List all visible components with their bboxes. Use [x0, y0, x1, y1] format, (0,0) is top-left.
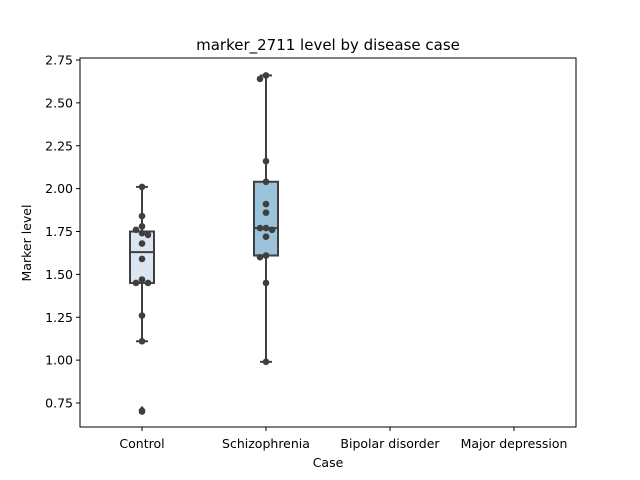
- data-point: [144, 279, 152, 287]
- data-point: [256, 224, 264, 232]
- chart-title: marker_2711 level by disease case: [196, 36, 460, 55]
- data-point: [144, 231, 152, 239]
- data-point: [256, 253, 264, 261]
- data-point: [138, 255, 146, 263]
- data-point: [268, 226, 276, 234]
- data-point: [138, 408, 146, 415]
- box: [253, 180, 279, 257]
- data-point: [138, 276, 146, 283]
- y-tick-label: 2.00: [45, 181, 73, 196]
- x-tick-label: Major depression: [461, 436, 568, 451]
- data-point: [138, 312, 146, 319]
- data-point: [138, 229, 146, 237]
- x-axis: Control Schizophrenia Bipolar disorder Majo…: [119, 427, 567, 451]
- x-tick-label: Bipolar disorder: [340, 436, 440, 451]
- data-point: [262, 72, 270, 79]
- y-tick-label: 1.25: [45, 310, 73, 325]
- y-axis: 0.75 1.00 1.25 1.50 1.75 2.00 2.25 2.50 2.75: [45, 53, 80, 411]
- data-point: [138, 240, 146, 247]
- data-point: [138, 223, 146, 230]
- x-tick-label: Schizophrenia: [222, 436, 310, 451]
- plot-area: [129, 72, 279, 415]
- box-group: [253, 72, 279, 366]
- box-group: [129, 183, 155, 415]
- data-point: [262, 157, 270, 165]
- data-point: [256, 75, 264, 83]
- data-point: [132, 226, 140, 234]
- y-tick-label: 1.75: [45, 224, 73, 239]
- data-point: [138, 183, 146, 191]
- y-tick-label: 1.00: [45, 353, 73, 368]
- x-axis-label: Case: [313, 455, 344, 470]
- y-tick-label: 2.25: [45, 138, 73, 153]
- x-tick-label: Control: [119, 436, 164, 451]
- y-tick-label: 1.50: [45, 267, 73, 282]
- data-point: [262, 200, 270, 208]
- data-point: [138, 337, 146, 345]
- data-point: [132, 279, 140, 287]
- data-point: [262, 233, 270, 240]
- y-tick-label: 2.75: [45, 53, 73, 68]
- y-tick-label: 2.50: [45, 95, 73, 110]
- data-point: [262, 178, 270, 186]
- y-axis-label: Marker level: [19, 205, 34, 282]
- data-point: [262, 358, 270, 366]
- data-point: [138, 212, 146, 220]
- data-point: [262, 224, 270, 232]
- data-point: [262, 279, 270, 287]
- data-point: [262, 209, 270, 216]
- y-tick-label: 0.75: [45, 396, 73, 411]
- axes-frame: [79, 57, 577, 428]
- data-point: [262, 252, 270, 259]
